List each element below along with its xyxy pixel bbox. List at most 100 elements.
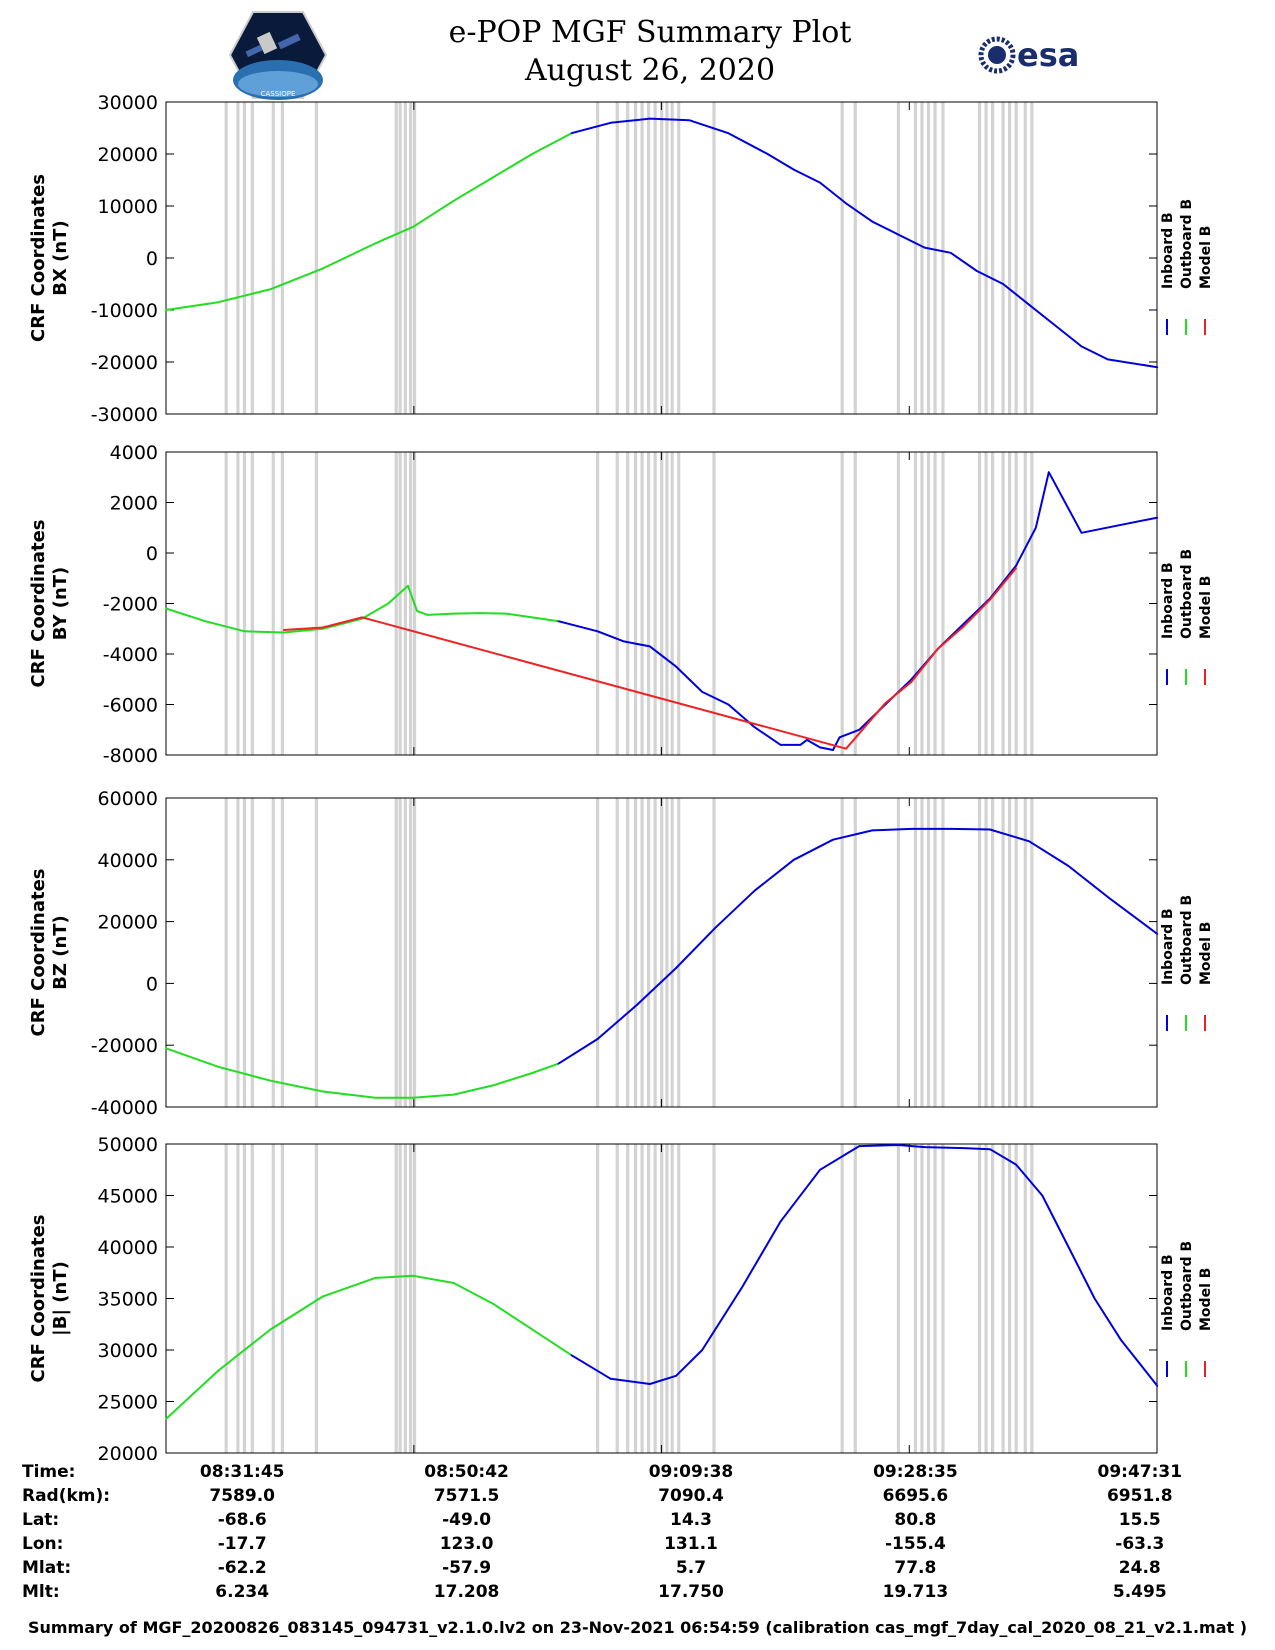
data-point <box>609 122 612 124</box>
y-tick-label: 35000 <box>98 1289 158 1311</box>
info-cell: 6951.8 <box>1106 1486 1173 1506</box>
data-point <box>322 1090 324 1093</box>
data-point <box>897 233 900 236</box>
data-point <box>688 119 690 121</box>
data-point <box>1041 1194 1044 1197</box>
shading-band <box>408 798 413 1107</box>
legend-label: Outboard B <box>1179 549 1195 639</box>
data-point <box>649 117 651 120</box>
y-tick-label: 0 <box>146 248 158 270</box>
info-cell: -155.4 <box>884 1534 946 1554</box>
y-tick-label: -20000 <box>91 352 158 374</box>
shading-band <box>647 102 651 414</box>
shading-band <box>712 798 716 1107</box>
info-cell: 5.7 <box>675 1558 707 1578</box>
data-point <box>1093 1297 1096 1300</box>
y-tick-label: -2000 <box>103 594 158 616</box>
shading-band <box>653 102 657 414</box>
shading-band <box>242 1144 247 1453</box>
info-cell: -62.2 <box>217 1558 267 1578</box>
shading-band <box>984 1144 988 1453</box>
shading-band <box>712 102 716 414</box>
data-point <box>1106 358 1109 361</box>
info-cell: -57.9 <box>442 1558 492 1578</box>
panel-1: 30000 20000 10000 0 -10000 -20000 -30000 CRF Co… <box>28 92 1214 426</box>
shading-band <box>596 102 600 414</box>
data-point <box>819 746 821 749</box>
data-point <box>963 622 965 625</box>
y-tick-label: -10000 <box>91 300 158 322</box>
shading-band <box>840 1144 844 1453</box>
y-tick-label: 40000 <box>98 850 158 872</box>
shading-band <box>677 798 681 1107</box>
y-axis-label: BX (nT) <box>50 220 71 295</box>
y-tick-label: 30000 <box>98 1340 158 1362</box>
data-point <box>636 1004 638 1006</box>
shading-band <box>250 452 254 755</box>
series-line-inboard-b <box>571 117 1158 369</box>
data-point <box>531 153 534 155</box>
data-point <box>832 749 834 751</box>
data-point <box>374 242 377 245</box>
data-point <box>799 744 802 746</box>
panel-3: 60000 40000 20000 0 -20000 -40000 CRF Coordina… <box>28 788 1214 1119</box>
data-point <box>1156 933 1159 935</box>
data-point <box>701 1349 704 1351</box>
shading-band <box>1023 1144 1027 1453</box>
cassiope-logo-text: CASSIOPE <box>261 90 296 98</box>
shading-band <box>853 452 857 755</box>
data-point <box>1156 516 1159 519</box>
esa-logo-text: esa <box>1017 36 1079 74</box>
y-axis-label: CRF Coordinates <box>28 520 49 688</box>
series-line-model-b <box>283 567 1017 750</box>
y-tick-label: 20000 <box>98 144 158 166</box>
data-point <box>609 1378 612 1380</box>
y-tick-label: 20000 <box>98 1443 158 1460</box>
shading-band <box>236 452 240 755</box>
shading-band <box>653 452 657 755</box>
data-point <box>779 744 782 746</box>
info-cell: 17.208 <box>433 1582 500 1602</box>
shading-band <box>913 798 918 1107</box>
y-tick-label: -20000 <box>91 1035 158 1057</box>
shading-band <box>926 1144 931 1453</box>
data-point <box>1156 366 1159 369</box>
data-point <box>322 1295 324 1298</box>
shading-band <box>314 1144 319 1453</box>
data-point <box>492 1084 494 1087</box>
shading-band <box>398 102 402 414</box>
series-line-inboard-b <box>570 1144 1159 1387</box>
series-line-inboard-b <box>557 827 1158 1065</box>
panel-4: 50000 45000 40000 35000 30000 25000 20000 CRF C… <box>28 1134 1214 1460</box>
legend-label: Outboard B <box>1179 1241 1195 1331</box>
info-cell: 7090.4 <box>658 1486 724 1506</box>
shading-band <box>990 452 995 755</box>
data-point <box>845 747 847 750</box>
data-point <box>1048 471 1050 474</box>
title-line-2: August 26, 2020 <box>524 53 776 88</box>
legend-label: Inboard B <box>1160 562 1176 639</box>
info-cell: 131.1 <box>664 1534 718 1554</box>
data-point <box>452 1093 455 1096</box>
shading-band <box>394 102 398 414</box>
data-point <box>452 1282 455 1284</box>
data-point <box>452 612 455 615</box>
orbit-info-body: Time: 08:31:45 08:50:42 09:09:38 09:28:35 09:… <box>22 1460 1252 1604</box>
shading-band <box>896 798 901 1107</box>
shading-band <box>236 798 240 1107</box>
info-cell: 6695.6 <box>882 1486 949 1506</box>
shading-band <box>1023 102 1027 414</box>
info-cell: 08:31:45 <box>199 1462 285 1482</box>
data-point <box>976 270 978 272</box>
data-point <box>1080 532 1083 534</box>
series-line-outboard-b <box>165 1274 573 1420</box>
esa-logo: esa <box>978 36 1079 74</box>
shading-band <box>314 102 319 414</box>
data-point <box>282 631 285 634</box>
data-point <box>412 1096 414 1099</box>
data-point <box>452 200 455 202</box>
shading-band <box>941 1144 945 1453</box>
data-point <box>819 1168 821 1171</box>
shading-band <box>403 452 407 755</box>
info-cell: 24.8 <box>1118 1558 1161 1578</box>
